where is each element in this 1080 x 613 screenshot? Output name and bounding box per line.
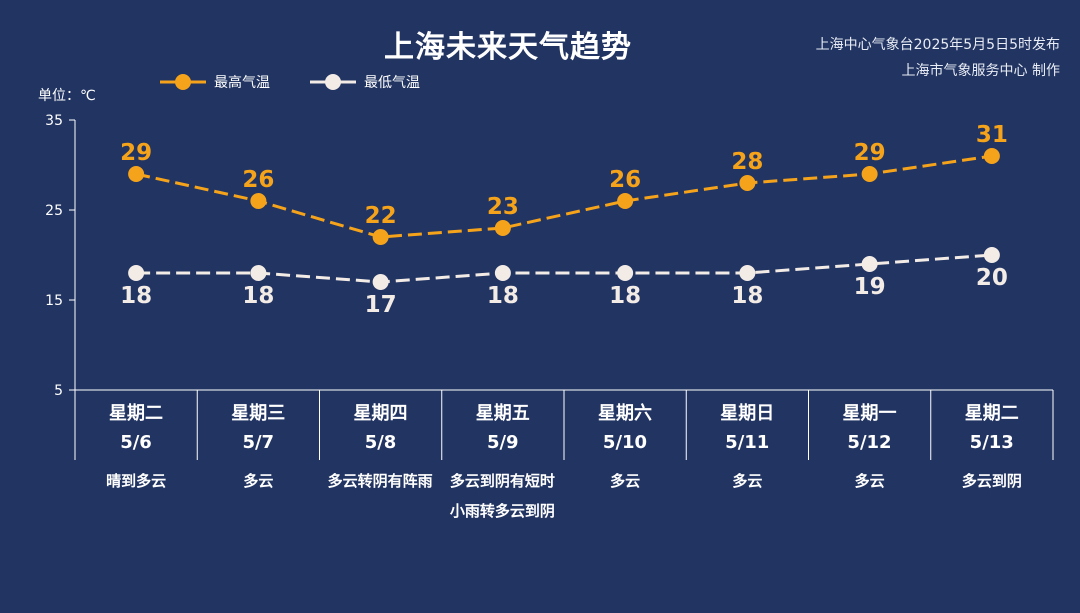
weekday-label: 星期六 bbox=[598, 403, 652, 424]
weather-description: 多云 bbox=[610, 472, 641, 490]
high-temp-point bbox=[983, 148, 1000, 164]
weekday-label: 星期四 bbox=[353, 403, 408, 424]
legend-high-label: 最高气温 bbox=[214, 75, 270, 91]
high-temp-point bbox=[494, 220, 511, 236]
low-temp-point bbox=[983, 247, 1000, 263]
weather-description: 多云 bbox=[854, 472, 885, 490]
weekday-label: 星期二 bbox=[109, 403, 163, 424]
low-temp-label: 20 bbox=[976, 265, 1008, 291]
high-temp-label: 31 bbox=[976, 122, 1008, 148]
weather-description: 多云 bbox=[732, 472, 763, 490]
day-header: 星期一 5/12 bbox=[809, 400, 931, 456]
high-temp-point bbox=[739, 175, 756, 191]
high-temp-label: 23 bbox=[487, 194, 519, 220]
high-temp-point bbox=[372, 229, 389, 245]
low-temp-point bbox=[128, 265, 145, 281]
weather-description: 多云到阴 bbox=[961, 472, 1022, 490]
weekday-label: 星期五 bbox=[475, 403, 530, 424]
date-label: 5/10 bbox=[602, 432, 648, 453]
y-tick-label: 5 bbox=[54, 383, 63, 399]
date-label: 5/13 bbox=[969, 432, 1014, 453]
legend-low-label: 最低气温 bbox=[364, 75, 420, 91]
high-temp-label: 26 bbox=[242, 167, 274, 193]
legend-high-temp[interactable]: 最高气温 bbox=[160, 72, 270, 92]
weather-description: 多云到阴有短时小雨转多云到阴 bbox=[449, 472, 555, 520]
producer-credit: 上海市气象服务中心 制作 bbox=[901, 63, 1060, 79]
weather-description: 多云转阴有阵雨 bbox=[327, 472, 433, 490]
chart-title: 上海未来天气趋势 bbox=[384, 30, 632, 65]
low-temp-label: 18 bbox=[487, 283, 519, 309]
low-temp-point bbox=[372, 274, 389, 290]
high-temp-label: 29 bbox=[120, 140, 152, 166]
y-tick-label: 25 bbox=[45, 203, 63, 219]
high-temp-point bbox=[250, 193, 267, 209]
low-temp-label: 17 bbox=[365, 292, 397, 318]
low-temp-label: 18 bbox=[609, 283, 641, 309]
date-label: 5/7 bbox=[242, 432, 275, 453]
high-temp-label: 26 bbox=[609, 167, 641, 193]
low-temp-point bbox=[861, 256, 878, 272]
low-temp-point bbox=[250, 265, 267, 281]
low-temp-point bbox=[617, 265, 634, 281]
low-temp-label: 18 bbox=[120, 283, 152, 309]
low-temp-label: 18 bbox=[731, 283, 763, 309]
y-tick-label: 35 bbox=[45, 113, 63, 129]
weekday-label: 星期二 bbox=[964, 403, 1019, 424]
y-axis-unit-label: 单位：℃ bbox=[38, 88, 96, 104]
low-temp-label: 18 bbox=[242, 283, 274, 309]
low-temp-point bbox=[494, 265, 511, 281]
date-label: 5/8 bbox=[364, 432, 397, 453]
low-temp-point bbox=[739, 265, 756, 281]
day-header: 星期三 5/7 bbox=[197, 400, 319, 456]
high-temp-point bbox=[617, 193, 634, 209]
date-label: 5/9 bbox=[486, 432, 519, 453]
legend-low-swatch-icon bbox=[310, 74, 356, 90]
high-temp-line bbox=[135, 154, 993, 239]
weekday-label: 星期日 bbox=[720, 403, 775, 424]
weather-description: 晴到多云 bbox=[106, 472, 167, 490]
publisher-credit: 上海中心气象台2025年5月5日5时发布 bbox=[815, 37, 1060, 53]
day-header: 星期日 5/11 bbox=[686, 400, 808, 456]
date-label: 5/12 bbox=[847, 432, 892, 453]
weather-description: 多云 bbox=[243, 472, 274, 490]
legend-high-swatch-icon bbox=[160, 74, 206, 90]
weekday-label: 星期三 bbox=[231, 403, 286, 424]
high-temp-label: 28 bbox=[731, 149, 763, 175]
day-header: 星期五 5/9 bbox=[442, 400, 564, 456]
date-label: 5/11 bbox=[725, 432, 770, 453]
high-temp-point bbox=[861, 166, 878, 182]
low-temp-label: 19 bbox=[854, 274, 886, 300]
high-temp-label: 29 bbox=[854, 140, 886, 166]
date-label: 5/6 bbox=[120, 432, 152, 453]
y-tick-label: 15 bbox=[45, 293, 63, 309]
day-header: 星期六 5/10 bbox=[564, 400, 686, 456]
high-temp-label: 22 bbox=[365, 203, 397, 229]
weekday-label: 星期一 bbox=[842, 403, 897, 424]
legend-low-temp[interactable]: 最低气温 bbox=[310, 72, 420, 92]
day-header: 星期二 5/6 bbox=[75, 400, 197, 456]
high-temp-point bbox=[128, 166, 145, 182]
low-temp-line bbox=[136, 253, 992, 284]
day-header: 星期四 5/8 bbox=[320, 400, 442, 456]
day-header: 星期二 5/13 bbox=[931, 400, 1053, 456]
